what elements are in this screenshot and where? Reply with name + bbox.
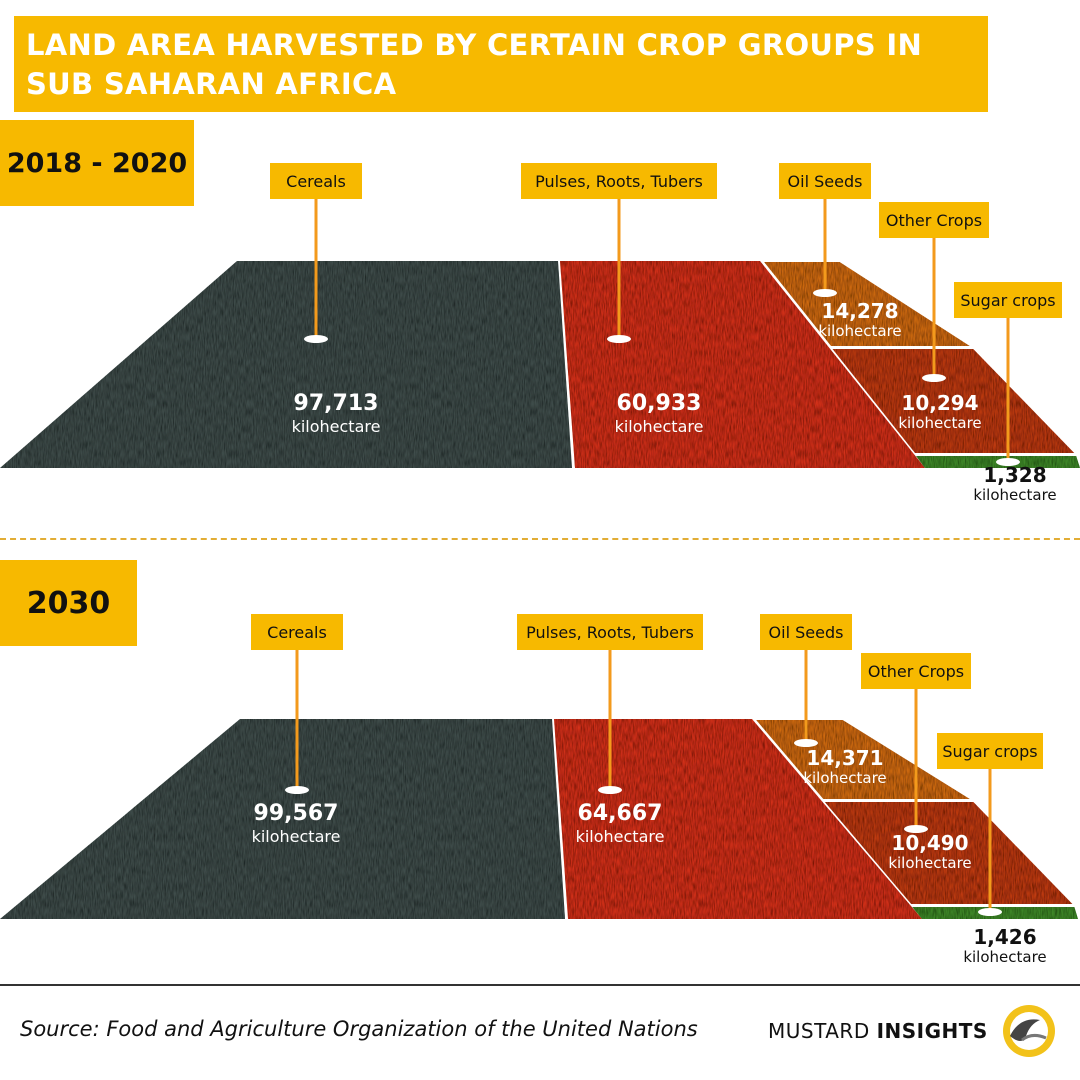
footer-rule [0, 984, 1080, 986]
category-label-oil-seeds: Oil Seeds [788, 172, 863, 191]
category-label-pulses-roots-tubers: Pulses, Roots, Tubers [535, 172, 703, 191]
pin-dot-cereals [304, 335, 328, 343]
unit-label-other-crops: kilohectare [898, 414, 981, 432]
category-label-other-crops: Other Crops [886, 211, 982, 230]
value-label-other-crops: 10,294 [901, 391, 978, 415]
unit-label-pulses-roots-tubers: kilohectare [576, 827, 665, 846]
unit-label-sugar-crops: kilohectare [963, 948, 1046, 966]
pin-dot-sugar-crops [996, 458, 1020, 466]
unit-label-pulses-roots-tubers: kilohectare [615, 417, 704, 436]
pin-dot-pulses-roots-tubers [607, 335, 631, 343]
period-label-2030: 2030 [0, 560, 137, 646]
label-box-sugar-crops [937, 733, 1043, 769]
category-label-cereals: Cereals [286, 172, 346, 191]
value-label-pulses-roots-tubers: 64,667 [578, 801, 663, 826]
label-box-cereals [270, 163, 362, 199]
label-box-oil-seeds [779, 163, 871, 199]
pin-dot-oil-seeds [794, 739, 818, 747]
unit-label-cereals: kilohectare [252, 827, 341, 846]
unit-label-sugar-crops: kilohectare [973, 486, 1056, 504]
panel-divider [0, 538, 1080, 540]
unit-label-other-crops: kilohectare [888, 854, 971, 872]
brand-bold: INSIGHTS [876, 1019, 988, 1043]
field-cereals [0, 719, 565, 919]
field-cereals [0, 261, 572, 468]
label-box-pulses-roots-tubers [517, 614, 703, 650]
label-box-other-crops [879, 202, 989, 238]
pin-dot-cereals [285, 786, 309, 794]
unit-label-cereals: kilohectare [292, 417, 381, 436]
title-banner: LAND AREA HARVESTED BY CERTAIN CROP GROU… [14, 16, 988, 112]
value-label-pulses-roots-tubers: 60,933 [617, 391, 702, 416]
value-label-cereals: 99,567 [254, 801, 339, 826]
value-label-sugar-crops: 1,328 [983, 463, 1046, 487]
brand-light: MUSTARD [768, 1019, 870, 1043]
field-pulses-roots-tubers [554, 719, 922, 919]
value-label-oil-seeds: 14,278 [821, 299, 898, 323]
label-box-other-crops [861, 653, 971, 689]
label-box-cereals [251, 614, 343, 650]
category-label-sugar-crops: Sugar crops [960, 291, 1055, 310]
label-box-pulses-roots-tubers [521, 163, 717, 199]
label-box-sugar-crops [954, 282, 1062, 318]
brand-logo-text: MUSTARD INSIGHTS [768, 1019, 988, 1043]
chart-title: LAND AREA HARVESTED BY CERTAIN CROP GROU… [26, 28, 923, 101]
value-label-cereals: 97,713 [294, 391, 379, 416]
source-note: Source: Food and Agriculture Organizatio… [20, 1017, 698, 1041]
category-label-cereals: Cereals [267, 623, 327, 642]
pin-dot-other-crops [904, 825, 928, 833]
pin-dot-sugar-crops [978, 908, 1002, 916]
pin-dot-oil-seeds [813, 289, 837, 297]
pin-dot-pulses-roots-tubers [598, 786, 622, 794]
value-label-sugar-crops: 1,426 [973, 925, 1036, 949]
period-label-2018-2020: 2018 - 2020 [0, 120, 194, 206]
mustard-logo-icon [1003, 1005, 1055, 1057]
category-label-sugar-crops: Sugar crops [942, 742, 1037, 761]
unit-label-oil-seeds: kilohectare [803, 769, 886, 787]
field-oil-seeds [762, 261, 974, 347]
value-label-other-crops: 10,490 [891, 831, 968, 855]
value-label-oil-seeds: 14,371 [806, 746, 883, 770]
field-pulses-roots-tubers [560, 261, 925, 468]
field-other-crops [824, 802, 1073, 904]
pin-dot-other-crops [922, 374, 946, 382]
unit-label-oil-seeds: kilohectare [818, 322, 901, 340]
category-label-other-crops: Other Crops [868, 662, 964, 681]
category-label-oil-seeds: Oil Seeds [769, 623, 844, 642]
field-other-crops [832, 349, 1075, 453]
category-label-pulses-roots-tubers: Pulses, Roots, Tubers [526, 623, 694, 642]
label-box-oil-seeds [760, 614, 852, 650]
